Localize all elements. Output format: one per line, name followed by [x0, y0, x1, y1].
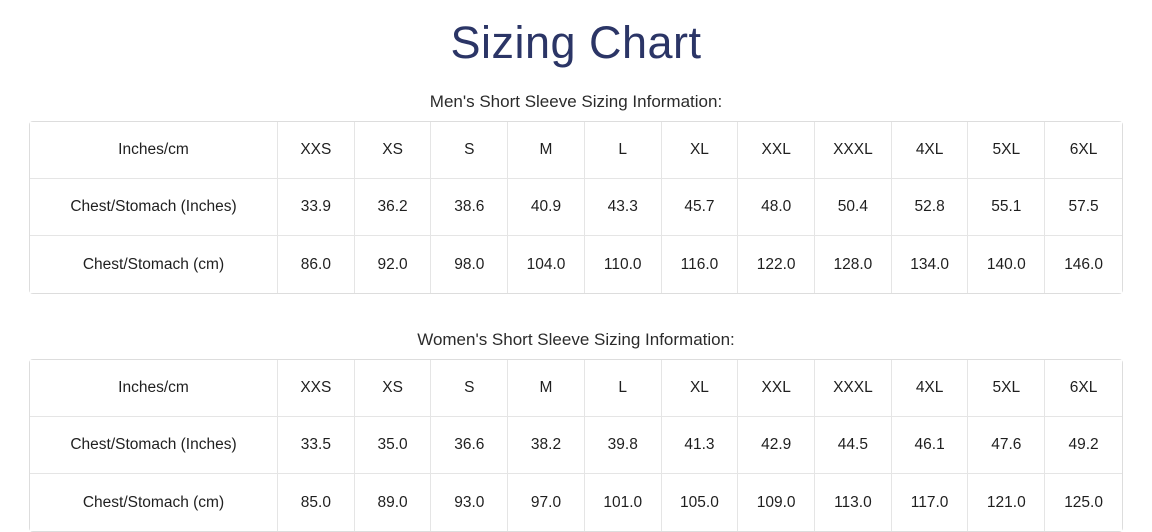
size-value-cell: 49.2: [1045, 417, 1122, 474]
row-label-cell: Chest/Stomach (cm): [30, 474, 278, 531]
size-value-cell: 117.0: [891, 474, 969, 531]
page-title: Sizing Chart: [450, 17, 702, 68]
mens-sizing-section: Men's Short Sleeve Sizing Information: I…: [0, 92, 1152, 294]
size-value-cell: 47.6: [968, 417, 1046, 474]
mens-section-heading: Men's Short Sleeve Sizing Information:: [429, 92, 723, 111]
size-value-cell: 140.0: [968, 236, 1046, 293]
size-value-cell: 109.0: [738, 474, 816, 531]
size-column-header: XS: [354, 122, 432, 179]
size-value-cell: 86.0: [278, 236, 355, 293]
size-value-cell: 93.0: [431, 474, 509, 531]
size-value-cell: 125.0: [1045, 474, 1122, 531]
womens-section-heading: Women's Short Sleeve Sizing Information:: [417, 330, 735, 349]
size-column-header: XXL: [738, 122, 816, 179]
size-column-header: XXL: [738, 360, 816, 417]
table-row: Chest/Stomach (cm) 86.0 92.0 98.0 104.0 …: [30, 236, 1122, 293]
size-column-header: XL: [661, 360, 739, 417]
table-row: Chest/Stomach (Inches) 33.9 36.2 38.6 40…: [30, 179, 1122, 236]
size-value-cell: 33.9: [278, 179, 355, 236]
size-value-cell: 121.0: [968, 474, 1046, 531]
size-value-cell: 36.6: [431, 417, 509, 474]
table-row: Chest/Stomach (cm) 85.0 89.0 93.0 97.0 1…: [30, 474, 1122, 531]
size-column-header: 6XL: [1045, 360, 1122, 417]
size-value-cell: 146.0: [1045, 236, 1122, 293]
size-column-header: XS: [354, 360, 432, 417]
size-column-header: XXS: [278, 122, 355, 179]
size-value-cell: 110.0: [584, 236, 662, 293]
size-column-header: L: [584, 360, 662, 417]
size-value-cell: 35.0: [354, 417, 432, 474]
womens-sizing-section: Women's Short Sleeve Sizing Information:…: [0, 330, 1152, 532]
size-value-cell: 104.0: [508, 236, 585, 293]
size-column-header: XXS: [278, 360, 355, 417]
table-header-row: Inches/cm XXS XS S M L XL XXL XXXL 4XL 5…: [30, 360, 1122, 417]
size-value-cell: 55.1: [968, 179, 1046, 236]
size-column-header: 4XL: [891, 122, 969, 179]
table-row: Chest/Stomach (Inches) 33.5 35.0 36.6 38…: [30, 417, 1122, 474]
size-column-header: 5XL: [968, 360, 1046, 417]
row-label-cell: Chest/Stomach (Inches): [30, 179, 278, 236]
size-value-cell: 39.8: [584, 417, 662, 474]
size-value-cell: 122.0: [738, 236, 816, 293]
size-value-cell: 101.0: [584, 474, 662, 531]
size-value-cell: 52.8: [891, 179, 969, 236]
size-value-cell: 45.7: [661, 179, 739, 236]
size-value-cell: 57.5: [1045, 179, 1122, 236]
size-column-header: XXXL: [815, 360, 892, 417]
size-value-cell: 98.0: [431, 236, 509, 293]
row-label-cell: Chest/Stomach (Inches): [30, 417, 278, 474]
size-value-cell: 38.6: [431, 179, 509, 236]
size-column-header: 4XL: [891, 360, 969, 417]
size-value-cell: 41.3: [661, 417, 739, 474]
size-value-cell: 97.0: [508, 474, 585, 531]
size-value-cell: 134.0: [891, 236, 969, 293]
size-column-header: 5XL: [968, 122, 1046, 179]
size-column-header: M: [508, 122, 585, 179]
size-value-cell: 36.2: [354, 179, 432, 236]
size-value-cell: 50.4: [815, 179, 892, 236]
size-column-header: XXXL: [815, 122, 892, 179]
mens-sizing-table: Inches/cm XXS XS S M L XL XXL XXXL 4XL 5…: [29, 121, 1123, 294]
size-value-cell: 89.0: [354, 474, 432, 531]
size-value-cell: 92.0: [354, 236, 432, 293]
size-column-header: S: [431, 122, 509, 179]
size-value-cell: 46.1: [891, 417, 969, 474]
size-value-cell: 85.0: [278, 474, 355, 531]
size-value-cell: 44.5: [815, 417, 892, 474]
size-value-cell: 128.0: [815, 236, 892, 293]
size-column-header: S: [431, 360, 509, 417]
size-column-header: M: [508, 360, 585, 417]
size-column-header: 6XL: [1045, 122, 1122, 179]
size-column-header: L: [584, 122, 662, 179]
size-value-cell: 48.0: [738, 179, 816, 236]
size-value-cell: 105.0: [661, 474, 739, 531]
size-value-cell: 40.9: [508, 179, 585, 236]
size-column-header: XL: [661, 122, 739, 179]
size-value-cell: 43.3: [584, 179, 662, 236]
units-column-header: Inches/cm: [30, 122, 278, 179]
size-value-cell: 33.5: [278, 417, 355, 474]
size-value-cell: 38.2: [508, 417, 585, 474]
row-label-cell: Chest/Stomach (cm): [30, 236, 278, 293]
table-header-row: Inches/cm XXS XS S M L XL XXL XXXL 4XL 5…: [30, 122, 1122, 179]
size-value-cell: 42.9: [738, 417, 816, 474]
size-value-cell: 116.0: [661, 236, 739, 293]
womens-sizing-table: Inches/cm XXS XS S M L XL XXL XXXL 4XL 5…: [29, 359, 1123, 532]
units-column-header: Inches/cm: [30, 360, 278, 417]
size-value-cell: 113.0: [815, 474, 892, 531]
